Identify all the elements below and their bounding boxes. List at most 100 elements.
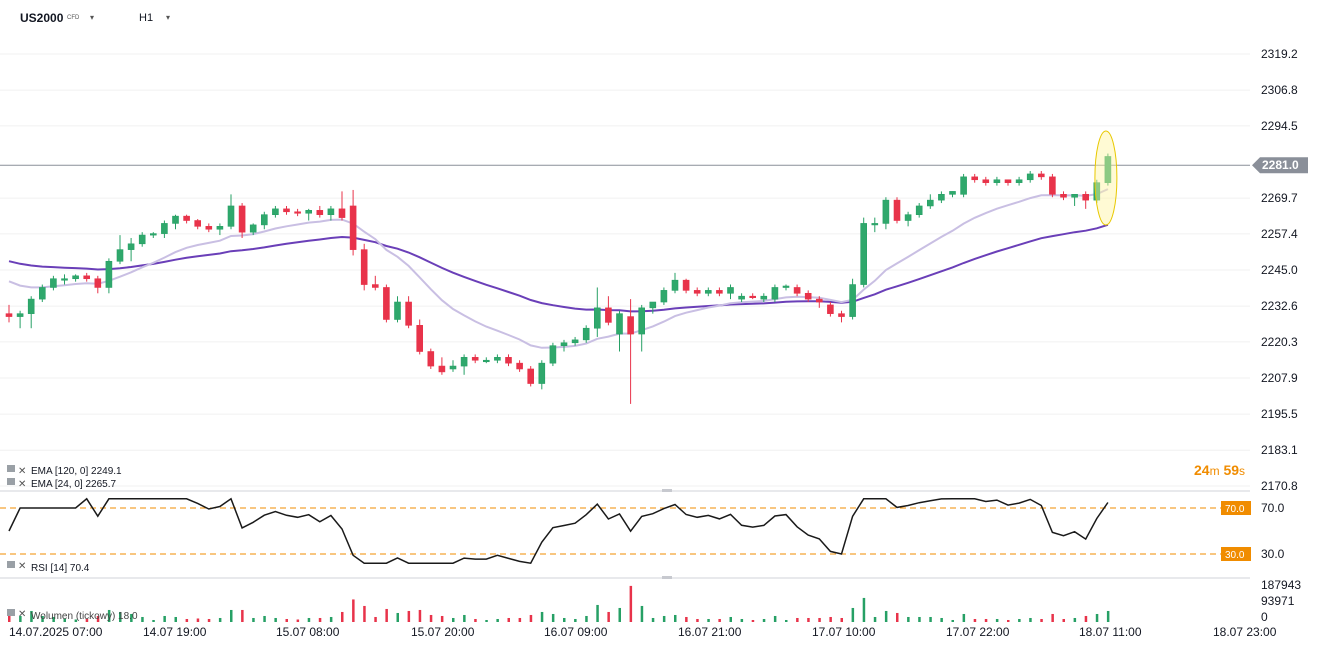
candle[interactable] xyxy=(50,275,57,291)
candle[interactable] xyxy=(116,235,124,265)
candle[interactable] xyxy=(294,208,301,217)
candle[interactable] xyxy=(1015,176,1023,186)
timeframe-dropdown-icon[interactable]: ▾ xyxy=(166,13,171,22)
candle[interactable] xyxy=(893,197,901,224)
candle[interactable] xyxy=(649,301,657,314)
close-icon[interactable]: ✕ xyxy=(18,466,26,477)
candle[interactable] xyxy=(394,296,401,323)
candle[interactable] xyxy=(127,237,135,262)
candle[interactable] xyxy=(1038,171,1045,180)
candle[interactable] xyxy=(1026,171,1034,183)
candle[interactable] xyxy=(1060,191,1067,201)
timeframe-selector[interactable]: H1 xyxy=(139,12,154,24)
settings-icon[interactable] xyxy=(7,465,15,472)
candle[interactable] xyxy=(327,205,335,221)
candle[interactable] xyxy=(593,287,601,337)
candle[interactable] xyxy=(449,360,457,372)
candle[interactable] xyxy=(172,214,179,230)
candle[interactable] xyxy=(738,293,745,303)
candle[interactable] xyxy=(1093,179,1101,204)
symbol-dropdown-icon[interactable]: ▾ xyxy=(90,13,95,22)
candle[interactable] xyxy=(1082,191,1089,209)
candle[interactable] xyxy=(1071,194,1078,206)
candle[interactable] xyxy=(260,211,268,230)
candle[interactable] xyxy=(460,354,468,375)
candle[interactable] xyxy=(1049,173,1056,198)
candle[interactable] xyxy=(360,243,368,291)
candle[interactable] xyxy=(405,296,412,329)
settings-icon[interactable] xyxy=(7,561,15,568)
candle[interactable] xyxy=(105,258,113,294)
candle[interactable] xyxy=(915,203,923,218)
close-icon[interactable]: ✕ xyxy=(18,609,26,620)
candle[interactable] xyxy=(960,173,967,198)
candle[interactable] xyxy=(183,214,190,224)
candle[interactable] xyxy=(571,336,579,346)
candle[interactable] xyxy=(349,189,357,256)
candle[interactable] xyxy=(716,287,723,297)
candle[interactable] xyxy=(926,194,934,209)
candle[interactable] xyxy=(749,293,757,300)
candle[interactable] xyxy=(305,208,313,221)
candle[interactable] xyxy=(938,191,945,204)
candle[interactable] xyxy=(27,296,35,329)
candle[interactable] xyxy=(1004,179,1012,186)
candle[interactable] xyxy=(971,173,979,183)
candle[interactable] xyxy=(827,302,834,317)
candle[interactable] xyxy=(150,232,157,238)
candle[interactable] xyxy=(982,176,990,186)
candle[interactable] xyxy=(1104,153,1112,186)
candle[interactable] xyxy=(860,217,868,288)
candle[interactable] xyxy=(383,284,390,323)
candle[interactable] xyxy=(582,325,590,343)
candle[interactable] xyxy=(838,310,845,323)
candle[interactable] xyxy=(283,205,290,215)
candle[interactable] xyxy=(205,223,213,233)
candle[interactable] xyxy=(771,284,779,303)
candle[interactable] xyxy=(5,304,13,323)
candle[interactable] xyxy=(505,354,512,367)
candle[interactable] xyxy=(371,275,379,291)
candle[interactable] xyxy=(660,287,668,305)
candle[interactable] xyxy=(194,219,201,230)
candle[interactable] xyxy=(527,366,535,387)
candle[interactable] xyxy=(904,211,912,227)
close-icon[interactable]: ✕ xyxy=(18,479,26,490)
candle[interactable] xyxy=(338,191,346,221)
candle[interactable] xyxy=(727,284,734,300)
candle[interactable] xyxy=(560,339,568,352)
candle[interactable] xyxy=(471,354,479,364)
candle[interactable] xyxy=(871,217,879,233)
candle[interactable] xyxy=(627,299,634,404)
candle[interactable] xyxy=(83,272,90,282)
candle[interactable] xyxy=(16,310,24,329)
panel-resize-handle[interactable] xyxy=(662,489,672,492)
candle[interactable] xyxy=(638,304,646,352)
candle[interactable] xyxy=(238,203,246,238)
candle[interactable] xyxy=(61,274,68,285)
candle[interactable] xyxy=(316,205,324,218)
candle[interactable] xyxy=(882,197,890,230)
candle[interactable] xyxy=(416,319,424,355)
candle[interactable] xyxy=(216,223,224,236)
candle[interactable] xyxy=(782,284,790,291)
candle[interactable] xyxy=(993,176,1001,186)
candle[interactable] xyxy=(227,194,235,230)
candle[interactable] xyxy=(249,223,257,236)
candle[interactable] xyxy=(804,290,812,303)
candle[interactable] xyxy=(549,342,557,367)
panel-resize-handle[interactable] xyxy=(662,576,672,579)
settings-icon[interactable] xyxy=(7,609,15,616)
candle[interactable] xyxy=(704,287,712,297)
candle[interactable] xyxy=(482,357,490,364)
candle[interactable] xyxy=(94,275,102,294)
candle[interactable] xyxy=(760,293,768,303)
candle[interactable] xyxy=(793,284,801,297)
candle[interactable] xyxy=(38,284,46,303)
candle[interactable] xyxy=(72,274,79,282)
candle[interactable] xyxy=(605,296,612,326)
candle[interactable] xyxy=(815,296,823,308)
candle[interactable] xyxy=(516,360,523,372)
candle[interactable] xyxy=(693,287,701,297)
